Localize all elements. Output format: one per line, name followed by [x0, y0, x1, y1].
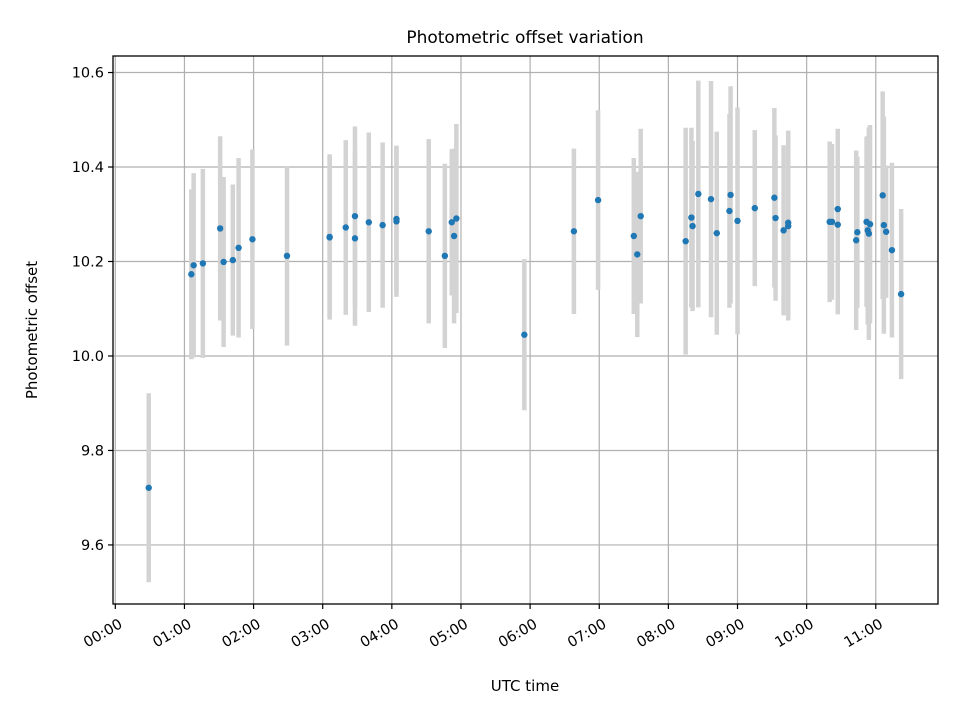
- data-point: [145, 484, 152, 491]
- data-point: [229, 256, 237, 264]
- chart-title: Photometric offset variation: [406, 28, 643, 48]
- data-point: [852, 237, 860, 244]
- data-point: [785, 219, 792, 226]
- data-point: [249, 236, 256, 243]
- data-point: [342, 224, 349, 231]
- data-point: [828, 218, 836, 226]
- y-axis-label: Photometric offset: [23, 261, 41, 399]
- y-tick-label: 10.0: [72, 349, 104, 365]
- data-point: [772, 214, 779, 222]
- data-point: [190, 262, 197, 269]
- data-point: [637, 212, 644, 220]
- data-point: [713, 229, 720, 237]
- data-point: [521, 331, 528, 338]
- data-point: [688, 214, 695, 221]
- data-point: [834, 221, 841, 228]
- data-point: [834, 205, 841, 213]
- data-point: [727, 191, 734, 199]
- data-point: [882, 228, 890, 235]
- data-point: [751, 204, 758, 212]
- data-point: [450, 232, 458, 240]
- data-point: [365, 219, 372, 226]
- data-point: [854, 229, 861, 236]
- data-point: [199, 260, 207, 267]
- data-point: [771, 194, 778, 201]
- y-tick-label: 10.6: [72, 66, 104, 82]
- grid: [113, 56, 938, 604]
- data-point: [379, 221, 386, 229]
- data-point: [707, 195, 715, 203]
- data-point: [897, 290, 905, 298]
- data-point: [448, 219, 455, 226]
- data-point: [630, 232, 638, 240]
- y-tick-label: 10.2: [72, 255, 104, 271]
- data-point: [393, 215, 400, 223]
- data-point: [326, 234, 333, 241]
- y-tick-label: 10.4: [72, 160, 104, 176]
- data-point: [594, 196, 602, 204]
- data-point: [682, 237, 689, 245]
- data-point: [695, 190, 702, 198]
- data-point: [351, 235, 359, 242]
- data-point: [235, 244, 242, 251]
- x-axis-label: UTC time: [491, 677, 559, 695]
- data-point: [570, 228, 578, 235]
- data-point: [880, 221, 888, 229]
- data-point: [188, 271, 195, 278]
- data-point: [866, 220, 874, 228]
- plot-frame: [112, 55, 939, 605]
- data-points: [145, 190, 905, 491]
- data-point: [689, 222, 696, 230]
- data-point: [453, 215, 460, 222]
- data-point: [425, 228, 432, 235]
- y-tick-label: 9.6: [81, 538, 104, 554]
- data-point: [879, 192, 886, 199]
- data-point: [734, 217, 741, 225]
- data-point: [351, 212, 359, 220]
- y-tick-label: 9.8: [81, 443, 104, 459]
- y-axis-ticks: 9.6 9.8 10.0 10.2 10.4 10.6: [72, 66, 113, 554]
- data-point: [780, 227, 787, 234]
- data-point: [865, 230, 873, 237]
- data-point: [888, 246, 896, 254]
- data-point: [441, 252, 449, 260]
- data-point: [726, 207, 733, 215]
- data-point: [220, 258, 227, 266]
- data-point: [216, 225, 224, 232]
- data-point: [283, 252, 291, 260]
- data-point: [634, 251, 641, 258]
